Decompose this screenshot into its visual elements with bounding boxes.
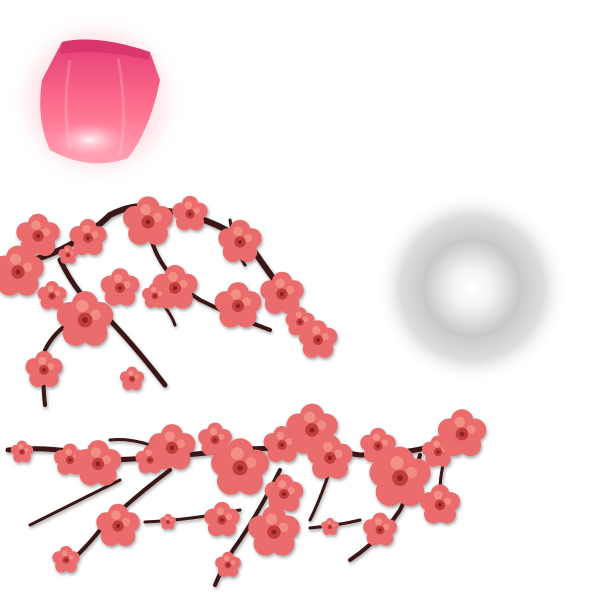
- plum-blossom-branch-upper: [0, 195, 338, 407]
- soft-glow-orb-icon: [376, 192, 568, 384]
- sky-lantern-icon: [27, 30, 167, 170]
- plum-blossom-branch-lower: [5, 403, 487, 587]
